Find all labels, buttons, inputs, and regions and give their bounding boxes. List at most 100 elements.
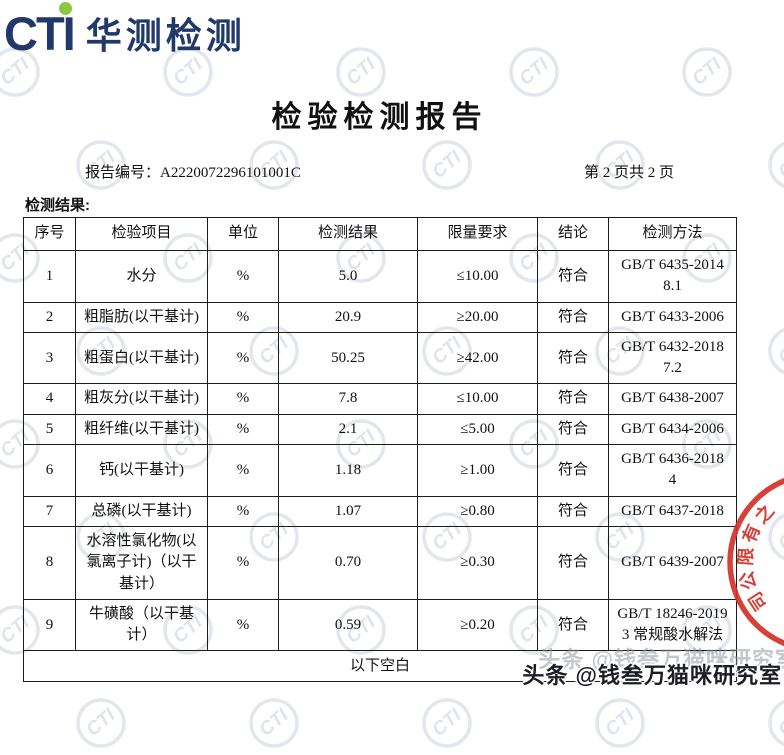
method-cell: GB/T 6439-2007 — [608, 525, 737, 600]
result-value: 5.0 — [278, 250, 418, 303]
limit-requirement: ≥0.20 — [417, 598, 538, 652]
method-line: GB/T 6436-2018 — [621, 451, 724, 468]
method-cell: GB/T 6437-2018 — [608, 495, 737, 527]
table-row: 3 粗蛋白(以干基计)% 50.25 ≥42.00 符合 GB/T 6432-2018 7.… — [23, 331, 737, 385]
cti-watermark-icon: CTI — [0, 45, 42, 104]
svg-text:CTI: CTI — [775, 147, 784, 183]
svg-text:CTI: CTI — [689, 54, 726, 90]
row-index: 3 — [23, 331, 76, 385]
cti-logo: CTI 华测检测 — [4, 2, 246, 57]
method-line: 4 — [668, 472, 677, 489]
method-line: GB/T 6437-2018 — [621, 502, 724, 519]
cti-logo-text: CTI — [4, 2, 76, 57]
item-name: 粗蛋白(以干基计) — [75, 331, 208, 385]
cti-watermark-icon: CTI — [74, 696, 128, 755]
cti-watermark-icon: CTI — [680, 45, 734, 104]
cti-watermark-icon: CTI — [766, 696, 784, 755]
unit-value: % — [207, 331, 279, 385]
result-value: 2.1 — [278, 413, 418, 446]
result-value: 20.9 — [278, 301, 418, 333]
cti-watermark-icon: CTI — [420, 138, 474, 197]
limit-requirement: ≤10.00 — [417, 250, 538, 303]
method-cell: GB/T 6435-2014 8.1 — [608, 250, 737, 303]
method-cell: GB/T 6434-2006 — [608, 413, 737, 446]
method-line: 3 常规酸水解法 — [621, 627, 724, 644]
report-meta: 报告编号：A2220072296101001C 第 2 页共 2 页 — [23, 161, 736, 182]
limit-requirement: ≥0.80 — [417, 495, 538, 527]
cti-watermark-icon: CTI — [247, 696, 301, 755]
method-line: GB/T 6434-2006 — [621, 420, 724, 437]
results-table: 序号 检验项目 单位 检测结果 限量要求 结论 检测方法 1 水分% 5.0 ≤10.… — [23, 217, 737, 683]
method-line: GB/T 6439-2007 — [621, 554, 724, 571]
footer-note: 以下空白 — [23, 650, 737, 683]
limit-requirement: ≥0.30 — [417, 525, 538, 600]
header-item: 检验项目 — [75, 217, 208, 251]
svg-text:CTI: CTI — [343, 54, 380, 90]
method-line: 8.1 — [663, 278, 682, 295]
unit-value: % — [207, 444, 279, 497]
table-row: 5 粗纤维(以干基计)% 2.1 ≤5.00 符合 GB/T 6434-2006 — [23, 413, 737, 446]
report-number-value: A2220072296101001C — [160, 165, 301, 181]
limit-requirement: ≥20.00 — [417, 301, 538, 333]
svg-text:CTI: CTI — [83, 705, 120, 741]
method-line: GB/T 6433-2006 — [621, 308, 724, 325]
result-value: 1.07 — [278, 495, 418, 527]
report-number-label: 报告编号： — [85, 165, 161, 181]
header-conclusion: 结论 — [537, 217, 609, 251]
header-limit: 限量要求 — [417, 217, 538, 251]
method-line: 7.2 — [663, 360, 682, 377]
row-index: 6 — [23, 444, 76, 497]
header-index: 序号 — [23, 217, 76, 251]
cti-watermark-icon: CTI — [74, 138, 128, 197]
method-cell: GB/T 6432-2018 7.2 — [608, 331, 737, 385]
cti-logo-letters: CTI — [4, 7, 76, 60]
svg-text:CTI: CTI — [256, 705, 293, 741]
conclusion-value: 符合 — [537, 301, 609, 333]
item-name: 水溶性氯化物(以氯离子计)（以干基计） — [75, 525, 208, 600]
cti-logo-green-dot-icon — [58, 2, 72, 15]
cti-watermark-icon: CTI — [507, 45, 561, 104]
cti-watermark-icon: CTI — [161, 45, 215, 104]
conclusion-value: 符合 — [537, 525, 609, 600]
method-line: GB/T 6435-2014 — [621, 257, 724, 273]
unit-value: % — [207, 383, 279, 415]
conclusion-value: 符合 — [537, 250, 609, 303]
cti-watermark-icon: CTI — [593, 696, 647, 755]
cti-watermark-icon: CTI — [593, 138, 647, 197]
table-row: 7 总磷(以干基计)% 1.07 ≥0.80 符合 GB/T 6437-2018 — [23, 495, 737, 527]
result-value: 0.70 — [278, 525, 418, 600]
method-cell: GB/T 6436-2018 4 — [608, 444, 737, 497]
conclusion-value: 符合 — [537, 383, 609, 415]
table-row: 1 水分% 5.0 ≤10.00 符合 GB/T 6435-2014 8.1 — [23, 250, 737, 303]
method-line: GB/T 6432-2018 — [621, 338, 724, 355]
result-value: 7.8 — [278, 383, 418, 415]
item-name: 牛磺酸（以干基计） — [75, 598, 208, 652]
report-title: 检验检测报告 — [271, 101, 488, 134]
unit-value: % — [207, 598, 279, 652]
item-name: 粗纤维(以干基计) — [75, 413, 208, 446]
svg-text:CTI: CTI — [775, 333, 784, 369]
table-footer-row: 以下空白 — [23, 650, 737, 683]
result-value: 50.25 — [278, 331, 418, 385]
row-index: 2 — [23, 301, 76, 333]
page-indicator: 第 2 页共 2 页 — [583, 165, 674, 181]
cti-watermark-icon: CTI — [334, 45, 388, 104]
method-cell: GB/T 6433-2006 — [608, 301, 737, 333]
result-value: 1.18 — [278, 444, 418, 497]
method-cell: GB/T 18246-2019 3 常规酸水解法 — [608, 598, 737, 652]
unit-value: % — [207, 495, 279, 527]
header-method: 检测方法 — [608, 217, 737, 251]
conclusion-value: 符合 — [537, 413, 609, 446]
conclusion-value: 符合 — [537, 444, 609, 497]
unit-value: % — [207, 301, 279, 333]
row-index: 9 — [23, 598, 76, 652]
social-watermark-ghost: 头条 @钱叁万猫咪研究室 — [538, 647, 784, 672]
cti-watermark-icon: CTI — [766, 138, 784, 197]
row-index: 8 — [23, 525, 76, 600]
svg-text:CTI: CTI — [170, 54, 207, 90]
row-index: 4 — [23, 383, 76, 415]
item-name: 水分 — [75, 250, 208, 303]
svg-text:CTI: CTI — [516, 54, 553, 90]
method-line: GB/T 18246-2019 — [617, 605, 728, 622]
header-result: 检测结果 — [278, 217, 418, 251]
